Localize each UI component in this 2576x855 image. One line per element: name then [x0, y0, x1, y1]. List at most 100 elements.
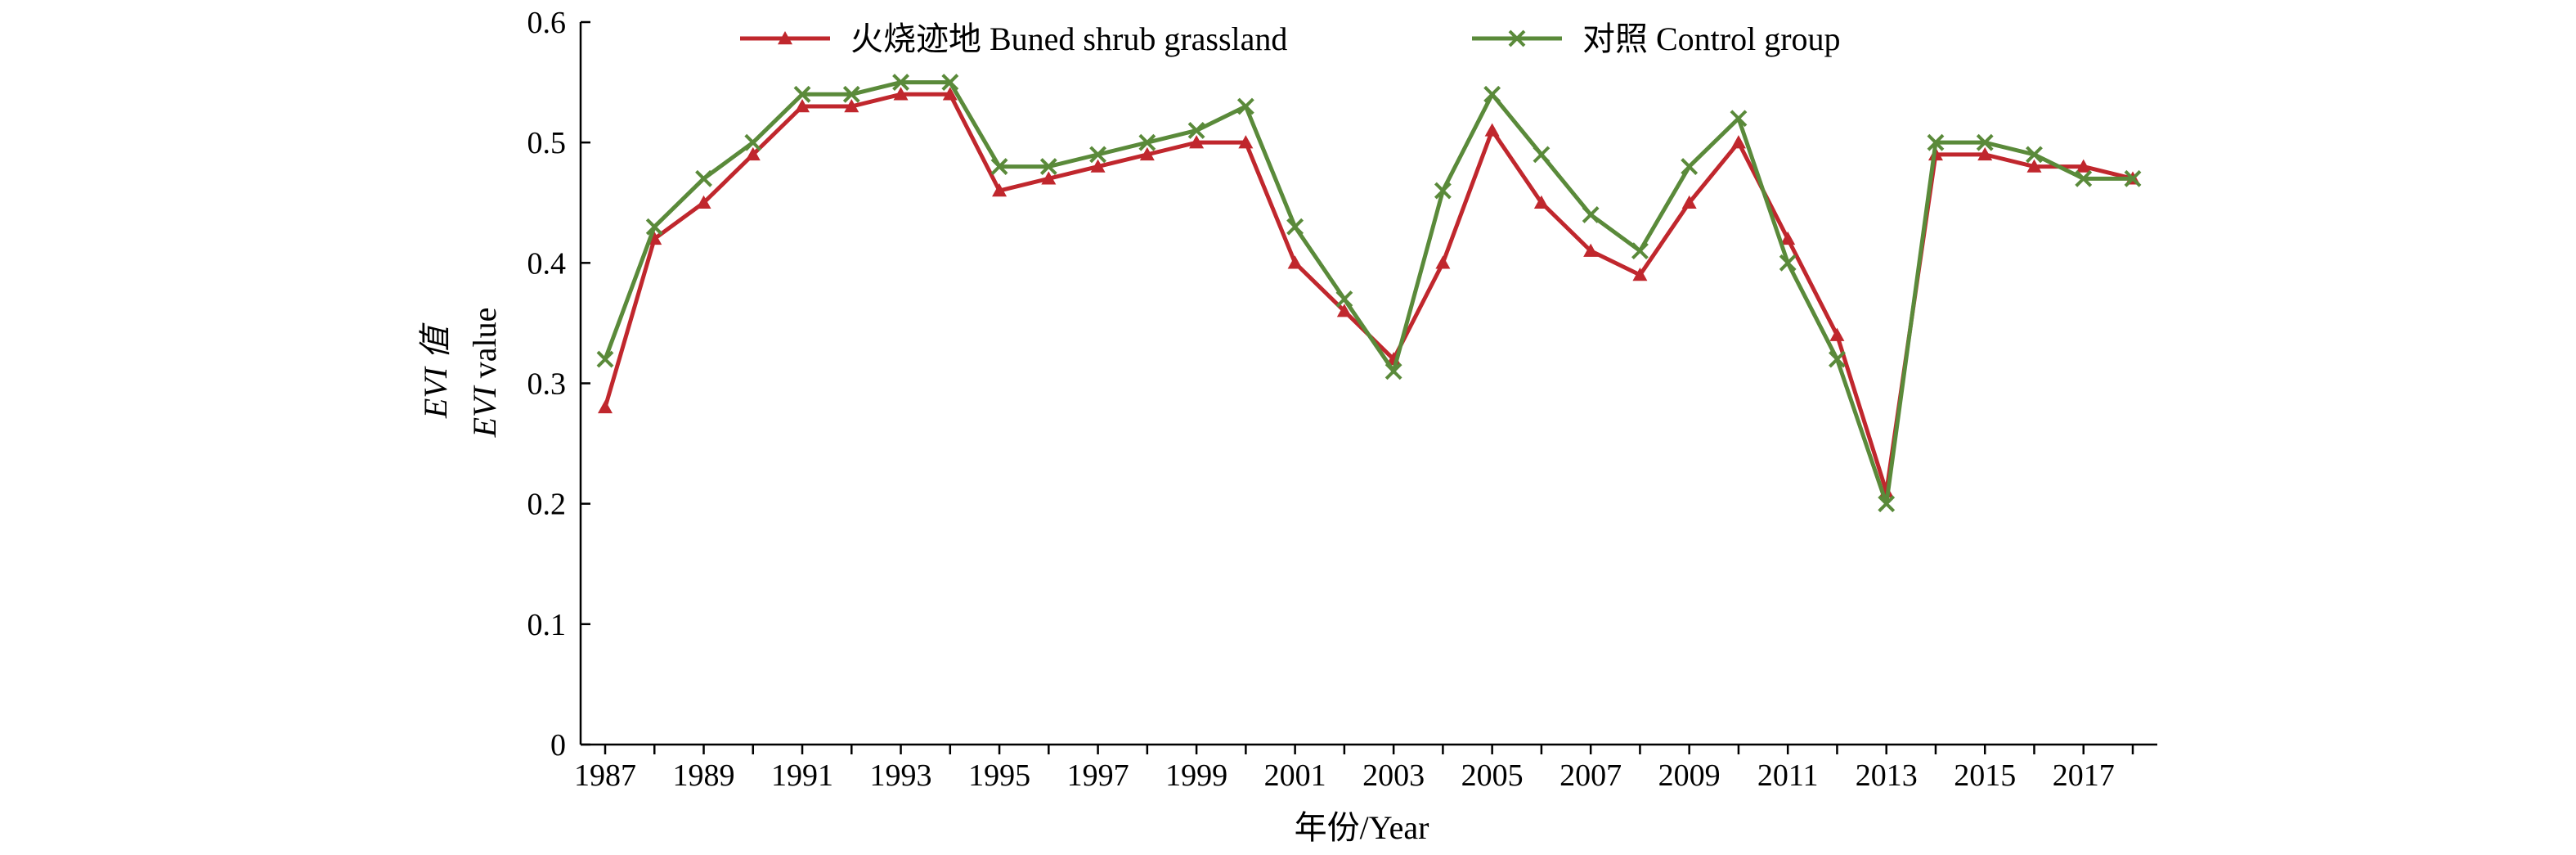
series-control-point-stroke-b — [1138, 133, 1156, 151]
series-control-point-stroke-b — [645, 218, 663, 236]
legend-marker-control — [1508, 29, 1526, 47]
series-burned-point — [795, 99, 810, 113]
x-tick-label: 2001 — [1264, 758, 1326, 793]
series-control-point-stroke-b — [793, 85, 811, 103]
y-axis-title-line1: EVI 值 — [417, 322, 454, 419]
series-control-point — [1582, 206, 1600, 223]
series-burned-point — [1238, 135, 1254, 149]
series-control-point-stroke-b — [1730, 110, 1748, 128]
series-control-point-stroke-b — [1779, 254, 1797, 272]
series-control-point — [1187, 122, 1205, 139]
y-tick-label: 0.2 — [527, 488, 567, 522]
x-tick-label: 1993 — [870, 758, 932, 793]
series-control-point — [1631, 242, 1649, 260]
x-tick-label: 2009 — [1658, 758, 1721, 793]
legend-item-control: 对照 Control group — [1472, 20, 1841, 57]
series-control-point — [2124, 169, 2142, 187]
y-tick-label: 0.3 — [527, 367, 567, 402]
series-control-point — [2026, 146, 2043, 164]
series-control-point — [1533, 146, 1551, 164]
series-control-point-stroke-b — [1582, 206, 1600, 223]
series-control-point-stroke-b — [1681, 158, 1699, 176]
series-burned-point — [1090, 159, 1106, 173]
series-control-point — [1039, 158, 1057, 176]
x-tick-label: 2015 — [1954, 758, 2016, 793]
series-control-point-stroke-b — [1631, 242, 1649, 260]
y-axis-title-line2-rest: value — [466, 308, 503, 387]
series-control-point-stroke-b — [1039, 158, 1057, 176]
series-control-point — [1335, 290, 1353, 308]
series-burned-point — [2076, 159, 2091, 173]
series-control-point-stroke-b — [1286, 218, 1304, 236]
series-control-point — [1089, 146, 1106, 164]
series-burned-line — [603, 92, 2134, 494]
series-burned-point — [745, 146, 761, 161]
series-control-point — [1434, 182, 1452, 200]
legend-marker-control-stroke-b — [1508, 29, 1526, 47]
series-control-point-stroke-b — [941, 74, 959, 91]
series-control-point-stroke-b — [1829, 350, 1846, 368]
series-control — [596, 74, 2142, 513]
x-tick-label: 1999 — [1165, 758, 1227, 793]
series-burned-point — [1583, 243, 1599, 257]
series-control-point — [1236, 97, 1254, 115]
series-control-point — [645, 218, 663, 236]
series-burned-point — [1041, 171, 1057, 185]
series-control-point — [892, 74, 909, 91]
series-burned-point — [1681, 195, 1697, 209]
series-control-point — [744, 133, 762, 151]
series-control-point-stroke-b — [744, 133, 762, 151]
series-control-point — [793, 85, 811, 103]
x-tick-label: 2003 — [1362, 758, 1425, 793]
legend-label-control: 对照 Control group — [1582, 20, 1841, 57]
series-control-point-stroke-b — [842, 85, 860, 103]
series-control-point-stroke-b — [2026, 146, 2043, 164]
y-tick-label: 0 — [550, 728, 566, 763]
series-control-point-stroke-b — [1927, 133, 1945, 151]
series-burned-point — [1336, 304, 1352, 317]
series-burned-point — [1780, 231, 1796, 245]
x-tick-label: 1995 — [968, 758, 1030, 793]
series-control-point — [1384, 362, 1402, 380]
series-control-point-stroke-b — [1089, 146, 1106, 164]
series-burned-point — [1829, 327, 1845, 341]
x-tick-label: 2005 — [1461, 758, 1524, 793]
series-burned-point — [696, 195, 711, 209]
series-control-point — [1730, 110, 1748, 128]
series-burned-point — [1632, 268, 1648, 281]
x-tick-label: 2013 — [1856, 758, 1918, 793]
series-control-point — [1976, 133, 1994, 151]
series-control-point — [842, 85, 860, 103]
series-control-line — [603, 80, 2133, 506]
series-control-point-stroke-b — [892, 74, 909, 91]
series-burned-point — [893, 87, 909, 101]
series-control-point-stroke-b — [1976, 133, 1994, 151]
x-tick-label: 2007 — [1560, 758, 1622, 793]
series-control-point — [941, 74, 959, 91]
series-control-point — [1779, 254, 1797, 272]
series-control-point-stroke-b — [1335, 290, 1353, 308]
series-burned-point — [992, 183, 1008, 197]
series-burned-point — [1435, 255, 1451, 269]
legend-marker-burned — [778, 31, 792, 45]
series-control-point-stroke-b — [695, 169, 712, 187]
series-burned — [598, 87, 2140, 498]
y-axis-title: EVI 值 EVI value — [417, 308, 503, 439]
series-burned-point — [1977, 146, 1993, 161]
y-tick-label: 0.4 — [527, 246, 567, 281]
series-control-point-stroke-b — [1483, 85, 1501, 103]
series-control-point — [1138, 133, 1156, 151]
x-tick-label: 2017 — [2053, 758, 2115, 793]
x-tick-label: 1987 — [574, 758, 636, 793]
y-axis-title-line2: EVI value — [466, 308, 503, 439]
series-control-point-stroke-b — [1533, 146, 1551, 164]
series-control-point-stroke-b — [1187, 122, 1205, 139]
series-burned-point — [2026, 159, 2042, 173]
series-control-point-stroke-b — [1878, 495, 1896, 513]
series-control-point — [695, 169, 712, 187]
series-control-point — [990, 158, 1008, 176]
x-tick-label: 1991 — [771, 758, 833, 793]
series-burned-point — [1287, 255, 1303, 269]
legend: 火烧迹地 Buned shrub grassland 对照 Control gro… — [740, 20, 1841, 57]
